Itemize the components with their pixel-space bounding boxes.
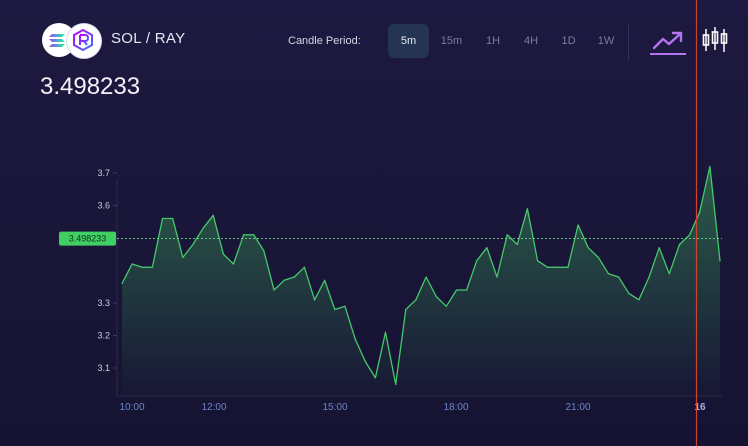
y-tick-label: 3.1 xyxy=(97,363,110,373)
price-point xyxy=(709,165,711,168)
price-point xyxy=(222,253,224,255)
period-selector: 5m 15m 1H 4H 1D 1W xyxy=(388,24,625,58)
price-point xyxy=(587,247,589,249)
candlestick-icon[interactable] xyxy=(702,26,728,54)
y-axis-ticks: 3.13.23.33.53.63.7 xyxy=(97,168,117,373)
price-point xyxy=(151,266,154,268)
price-point xyxy=(192,243,194,246)
price-point xyxy=(648,276,650,278)
price-point xyxy=(486,247,488,249)
period-4h-button[interactable]: 4H xyxy=(523,35,539,47)
line-chart-icon[interactable] xyxy=(650,28,686,56)
price-point xyxy=(557,266,559,268)
price-point xyxy=(455,289,458,291)
x-tick-label: 18:00 xyxy=(443,402,468,413)
price-point xyxy=(263,250,265,252)
price-point xyxy=(243,234,245,236)
toolbar-divider xyxy=(628,24,629,60)
price-line xyxy=(121,165,721,385)
price-point xyxy=(719,260,721,262)
price-point xyxy=(253,234,255,236)
price-point xyxy=(273,289,275,291)
price-point xyxy=(506,234,508,236)
x-axis-ticks: 10:00 12:00 15:00 18:00 21:00 16 xyxy=(119,402,706,413)
price-point xyxy=(121,282,123,285)
candle-period-label: Candle Period: xyxy=(288,35,361,47)
current-price: 3.498233 xyxy=(40,73,141,100)
price-point xyxy=(567,266,569,268)
price-point xyxy=(172,217,174,220)
period-1d-button[interactable]: 1D xyxy=(561,35,576,47)
price-point xyxy=(161,217,164,220)
price-point xyxy=(232,263,235,265)
price-point xyxy=(212,214,214,216)
price-point xyxy=(324,279,326,281)
current-price-tag-label: 3.498233 xyxy=(69,234,107,244)
current-price-tag: 3.498233 xyxy=(59,231,116,246)
price-point xyxy=(476,260,478,262)
price-point xyxy=(182,256,184,259)
x-tick-label: 16 xyxy=(694,402,706,413)
price-point xyxy=(628,292,630,294)
y-tick-label: 3.7 xyxy=(97,168,110,178)
x-tick-label: 10:00 xyxy=(119,402,144,413)
price-points xyxy=(121,165,721,385)
price-point xyxy=(445,305,447,307)
price-area xyxy=(122,166,720,396)
price-point xyxy=(496,276,498,278)
price-point xyxy=(344,305,346,307)
period-1h-button[interactable]: 1H xyxy=(485,35,501,47)
token-pair-logo xyxy=(42,23,102,59)
price-point xyxy=(435,295,437,298)
price-point xyxy=(597,256,599,259)
x-tick-label: 12:00 xyxy=(201,402,226,413)
price-point xyxy=(526,208,529,210)
price-point xyxy=(577,224,579,226)
price-point xyxy=(354,338,356,340)
y-tick-label: 3.2 xyxy=(97,331,110,341)
price-point xyxy=(384,331,387,333)
price-point xyxy=(293,276,295,278)
price-point xyxy=(334,308,336,311)
price-point xyxy=(405,308,407,311)
price-point xyxy=(668,273,670,275)
price-point xyxy=(638,299,640,301)
price-point xyxy=(303,266,306,268)
price-point xyxy=(547,266,549,268)
price-point xyxy=(516,243,518,246)
price-point xyxy=(202,227,204,229)
price-point xyxy=(688,234,691,236)
pair-name: SOL / RAY xyxy=(111,30,186,47)
price-point xyxy=(466,289,468,291)
y-tick-label: 3.3 xyxy=(97,298,110,308)
price-point xyxy=(395,383,397,385)
price-point xyxy=(618,276,620,278)
x-tick-label: 21:00 xyxy=(565,402,590,413)
price-point xyxy=(425,276,427,278)
price-point xyxy=(536,260,539,262)
price-point xyxy=(699,211,701,213)
price-point xyxy=(607,273,610,275)
price-point xyxy=(364,360,366,363)
price-point xyxy=(141,266,143,268)
price-point xyxy=(131,263,133,265)
period-5m-button[interactable]: 5m xyxy=(388,24,429,58)
period-1w-button[interactable]: 1W xyxy=(597,35,615,47)
price-point xyxy=(283,279,285,281)
x-tick-label: 15:00 xyxy=(322,402,347,413)
price-point xyxy=(678,243,681,246)
raydium-logo xyxy=(66,23,102,59)
y-tick-label: 3.6 xyxy=(97,201,110,211)
price-point xyxy=(415,299,417,301)
price-point xyxy=(658,247,660,249)
period-15m-button[interactable]: 15m xyxy=(440,35,463,47)
price-point xyxy=(313,299,316,301)
price-point xyxy=(374,377,376,379)
